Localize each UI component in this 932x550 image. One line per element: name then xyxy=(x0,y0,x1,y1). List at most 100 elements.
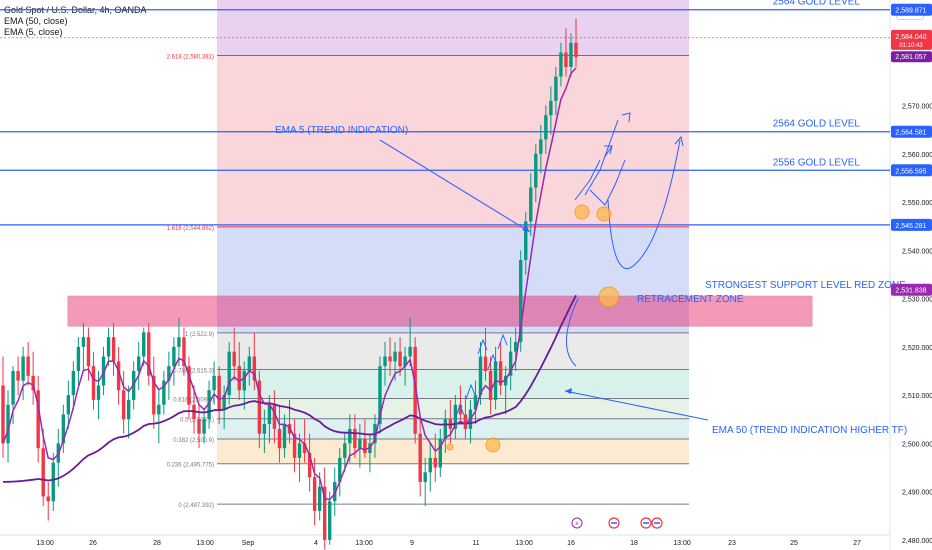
x-tick-label: 11 xyxy=(472,540,479,547)
x-tick-label: 27 xyxy=(853,540,861,547)
candle-body xyxy=(483,356,488,371)
candle-body xyxy=(564,52,568,67)
retracement-arrowhead xyxy=(674,135,684,147)
candle-body xyxy=(569,42,573,67)
candle-body xyxy=(157,404,161,415)
candle-body xyxy=(76,346,81,371)
candle-body xyxy=(363,438,367,453)
candle-body xyxy=(142,332,146,357)
candle-body xyxy=(333,481,337,502)
level-label-1: 2564 GOLD LEVEL xyxy=(773,0,861,8)
candle-body xyxy=(549,100,553,116)
candle-body xyxy=(388,356,392,362)
candle-body xyxy=(217,375,221,410)
fib-zone-red xyxy=(217,55,689,227)
candle-body xyxy=(408,346,412,357)
level-badge-2 xyxy=(891,125,932,138)
orange-marker-3 xyxy=(485,437,501,453)
rally-arrow-3 xyxy=(454,403,465,420)
rally-arrow-2 xyxy=(465,383,476,400)
x-tick-label: 13:00 xyxy=(355,540,373,547)
candle-body xyxy=(524,221,528,260)
fib-zone-purple xyxy=(217,0,689,56)
y-tick-label: 2,550.000 xyxy=(902,200,932,207)
ema50-annotation: EMA 50 (TREND INDICATION HIGHER TF) xyxy=(712,425,907,436)
level-badge-text-2: 2,564.581 xyxy=(895,130,926,137)
x-tick-label: 13:00 xyxy=(515,540,533,547)
x-tick-label: 13:00 xyxy=(673,540,691,547)
x-tick-label: 9 xyxy=(410,540,414,547)
x-tick-label: 4 xyxy=(314,540,318,547)
candle-body xyxy=(267,404,272,425)
candle-body xyxy=(438,438,442,468)
y-tick-label: 2,480.000 xyxy=(902,538,932,545)
y-tick-label: 2,540.000 xyxy=(902,248,932,255)
fib-band-2 xyxy=(217,398,689,419)
candle-body xyxy=(292,433,297,458)
candle-body xyxy=(488,370,493,400)
ema5-legend: EMA (5, close) xyxy=(4,27,63,37)
candle-body xyxy=(338,457,342,482)
x-tick-label: 23 xyxy=(728,540,736,547)
support-zone xyxy=(67,295,813,327)
projection-path-3 xyxy=(589,159,626,206)
candle-body xyxy=(81,337,86,347)
event-icon-lightning xyxy=(571,517,583,529)
candle-body xyxy=(11,370,15,405)
support-badge-text: 2,531.838 xyxy=(895,288,926,295)
y-tick-label: 2,490.000 xyxy=(902,490,932,497)
candle-body xyxy=(513,342,518,352)
candle-body xyxy=(232,351,236,367)
y-tick-label: 2,570.000 xyxy=(902,104,932,111)
candle-body xyxy=(348,428,352,444)
level-badge-text-3: 2,556.595 xyxy=(895,168,926,175)
candle-body xyxy=(322,486,327,540)
candle-body xyxy=(182,337,186,367)
x-tick-label: 13:00 xyxy=(36,540,54,547)
candle-body xyxy=(574,42,578,58)
rally-arrow-4 xyxy=(497,333,508,350)
ema5-annotation: EMA 5 (TREND INDICATION) xyxy=(275,125,408,136)
ema5-arrow xyxy=(379,139,531,233)
ema50-extension-arrow xyxy=(566,298,579,367)
candle-body xyxy=(162,380,166,405)
candle-body xyxy=(257,380,262,434)
retracement-annotation: RETRACEMENT ZONE xyxy=(637,294,744,305)
candle-body xyxy=(61,414,66,444)
candle-body xyxy=(418,433,422,482)
support-badge xyxy=(891,283,932,296)
ema50-arrow xyxy=(564,390,709,421)
y-tick-label: 2,500.000 xyxy=(902,441,932,448)
candle-body xyxy=(116,361,121,391)
lightning-icon: ⚡ xyxy=(575,520,580,528)
candle-body xyxy=(433,457,437,468)
y-tick-label: 2,530.000 xyxy=(902,297,932,304)
candle-body xyxy=(197,419,201,434)
candle-body xyxy=(96,385,101,400)
rally-arrow-0 xyxy=(477,338,488,355)
candle-body xyxy=(302,443,307,453)
x-tick-label: 18 xyxy=(630,540,638,547)
ema5-arrowhead xyxy=(522,225,530,232)
candle-body xyxy=(237,366,241,391)
x-tick-label: 28 xyxy=(153,540,161,547)
candle-body xyxy=(121,390,126,420)
level-label-2: 2564 GOLD LEVEL xyxy=(773,119,861,130)
candle-body xyxy=(111,337,116,362)
candle-body xyxy=(167,366,171,381)
x-tick-label: 25 xyxy=(790,540,798,547)
x-tick-label: 16 xyxy=(567,540,575,547)
candle-body xyxy=(317,486,322,511)
fib-band-1 xyxy=(217,369,689,399)
candle-body xyxy=(544,115,548,140)
candle-body xyxy=(463,414,468,429)
candle-body xyxy=(508,351,513,376)
retracement-path xyxy=(607,139,681,270)
candle-body xyxy=(307,453,312,478)
candle-body xyxy=(6,404,10,444)
candle-body xyxy=(534,153,538,188)
candle-body xyxy=(297,443,302,458)
orange-marker-1 xyxy=(596,206,612,222)
projection-path-2 xyxy=(584,119,619,196)
